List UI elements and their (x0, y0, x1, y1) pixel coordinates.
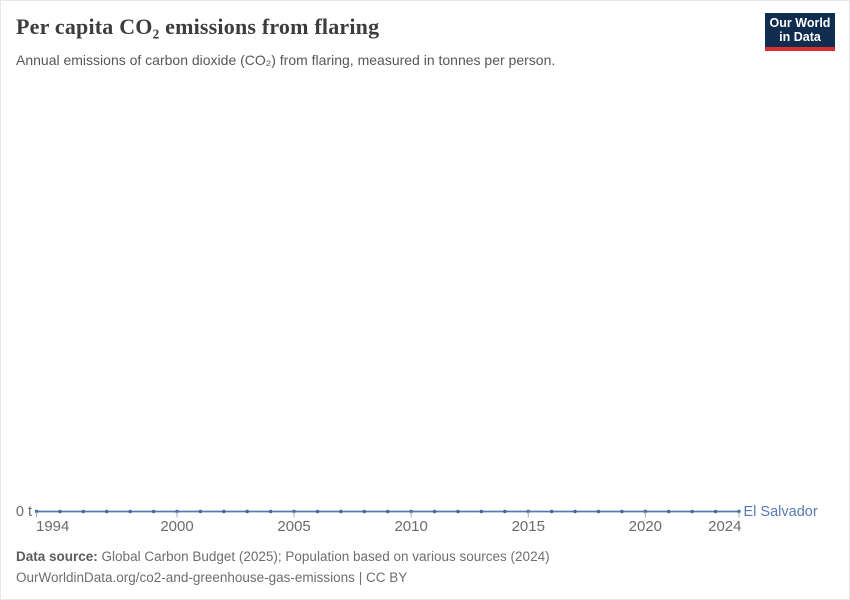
data-point-marker[interactable] (339, 509, 343, 514)
entity-label[interactable]: El Salvador (744, 504, 818, 520)
data-source-line: Data source: Global Carbon Budget (2025)… (16, 547, 550, 568)
data-source-label: Data source: (16, 549, 98, 564)
data-point-marker[interactable] (596, 509, 601, 514)
permalink-line: OurWorldinData.org/co2-and-greenhouse-ga… (16, 568, 550, 589)
x-axis-tick-label: 2010 (394, 518, 427, 535)
x-axis-tick-label: 2015 (512, 518, 545, 535)
data-point-marker[interactable] (245, 509, 249, 514)
data-point-marker[interactable] (667, 509, 671, 514)
data-point-marker[interactable] (690, 509, 694, 514)
x-axis-tick-label: 1994 (36, 518, 69, 535)
data-point-marker[interactable] (479, 509, 484, 514)
data-point-marker[interactable] (573, 509, 577, 514)
data-point-marker[interactable] (58, 509, 62, 514)
data-point-marker[interactable] (620, 509, 624, 514)
data-point-marker[interactable] (222, 509, 226, 514)
line-chart-canvas[interactable]: 0 t 1994 2000 2005 2010 2015 2020 2024 El Salv… (1, 494, 850, 540)
license-label[interactable]: CC BY (365, 569, 408, 585)
data-point-marker[interactable] (549, 509, 554, 514)
data-point-marker[interactable] (713, 509, 718, 514)
data-point-marker[interactable] (151, 509, 156, 514)
data-source-value[interactable]: Global Carbon Budget (2025); Population … (101, 549, 550, 564)
data-point-marker[interactable] (268, 509, 273, 514)
x-axis-tick-label: 2000 (160, 518, 193, 535)
chart-title: Per capita CO₂ emissions from flaring (16, 14, 380, 39)
data-point-marker[interactable] (198, 509, 203, 514)
data-point-marker[interactable] (128, 509, 132, 514)
data-point-marker[interactable] (105, 509, 109, 514)
data-point-marker[interactable] (362, 509, 367, 514)
owid-logo-line1: Our World (769, 15, 831, 30)
y-axis-zero-label: 0 t (16, 504, 32, 520)
owid-logo[interactable]: Our World in Data (765, 13, 835, 51)
data-point-marker[interactable] (81, 509, 86, 514)
x-axis: 1994 2000 2005 2010 2015 2020 2024 (36, 511, 742, 535)
data-point-marker[interactable] (432, 509, 437, 514)
data-point-marker[interactable] (503, 509, 507, 514)
owid-logo-line2: in Data (779, 30, 821, 44)
series-layer (34, 509, 741, 514)
x-axis-tick-label: 2005 (277, 518, 310, 535)
separator: | (358, 569, 363, 585)
data-point-marker[interactable] (386, 509, 390, 514)
data-point-marker[interactable] (456, 509, 460, 514)
permalink-url[interactable]: OurWorldinData.org/co2-and-greenhouse-ga… (16, 569, 355, 585)
x-axis-tick-label: 2020 (629, 518, 662, 535)
data-point-marker[interactable] (315, 509, 320, 514)
x-axis-tick-label: 2024 (708, 518, 741, 535)
chart-subtitle: Annual emissions of carbon dioxide (CO₂)… (16, 52, 556, 68)
chart-footer: Data source: Global Carbon Budget (2025)… (16, 547, 550, 588)
